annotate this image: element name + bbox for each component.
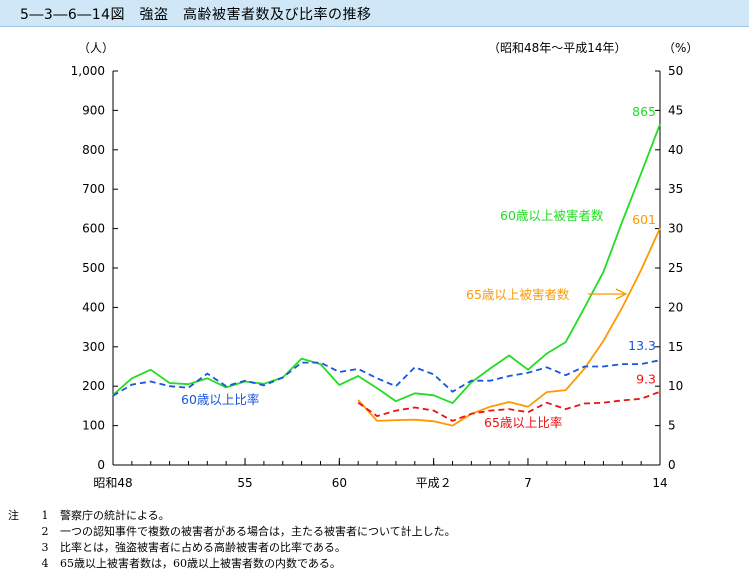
series-name-label: 60歳以上比率 [181,392,259,407]
left-tick-label: 600 [82,222,105,236]
series-end-value: 13.3 [628,338,656,353]
figure-title: 5―3―6―14図 強盗 高齢被害者数及び比率の推移 [20,7,372,23]
left-tick-label: 200 [82,379,105,393]
note-text: 一つの認知事件で複数の被害者がある場合は，主たる被害者について計上した。 [60,525,456,538]
note-number: 3 [41,541,49,554]
x-tick-label: 平成２ [416,476,452,490]
period-note: （昭和48年～平成14年） [488,41,627,55]
series-end-value: 9.3 [636,372,656,387]
note-number: 2 [41,525,49,538]
series-name-label: 65歳以上被害者数 [466,287,570,302]
series-name-label: 65歳以上比率 [484,415,562,430]
left-tick-label: 700 [82,182,105,196]
right-tick-label: 20 [668,300,683,314]
left-tick-label: 500 [82,261,105,275]
left-tick-label: 300 [82,340,105,354]
label-arrow-head [615,288,628,300]
series-name-label: 60歳以上被害者数 [500,208,604,223]
right-tick-label: 40 [668,143,683,157]
note-row: 3 比率とは，強盗被害者に占める高齢被害者の比率である。 [8,540,456,556]
left-tick-label: 400 [82,300,105,314]
left-axis-unit: （人） [78,41,114,55]
series-line [112,359,661,397]
note-text: 比率とは，強盗被害者に占める高齢被害者の比率である。 [60,541,346,554]
note-row: 2 一つの認知事件で複数の被害者がある場合は，主たる被害者について計上した。 [8,524,456,540]
label-layer: 60歳以上被害者数 865 65歳以上被害者数 601 60歳以上比率 13.3 65歳以上… [181,104,656,430]
note-row: 注 1 警察庁の統計による。 [8,508,456,524]
right-tick-label: 30 [668,222,683,236]
right-tick-label: 35 [668,182,683,196]
note-text: 65歳以上被害者数は，60歳以上被害者数の内数である。 [60,557,341,570]
note-row: 4 65歳以上被害者数は，60歳以上被害者数の内数である。 [8,556,456,572]
notes-head: 注 [8,509,19,522]
series-end-value: 865 [632,104,656,119]
note-text: 警察庁の統計による。 [60,509,170,522]
x-tick-label: 14 [652,476,667,490]
left-tick-label: 0 [97,458,105,472]
series-line [357,390,661,422]
series-line [112,123,661,404]
x-tick-label: 7 [524,476,532,490]
right-tick-label: 10 [668,379,683,393]
title-bar: 5―3―6―14図 強盗 高齢被害者数及び比率の推移 [0,0,749,27]
line-chart: 0 100 200 300 400 500 600 700 800 900 1,000 0 5 10 15 2… [71,41,699,490]
notes: 注 1 警察庁の統計による。 2 一つの認知事件で複数の被害者がある場合は，主た… [8,508,456,572]
right-tick-label: 50 [668,64,683,78]
right-tick-label: 5 [668,419,676,433]
left-tick-label: 800 [82,143,105,157]
series-end-value: 601 [632,212,656,227]
left-tick-label: 900 [82,103,105,117]
note-number: 4 [41,557,49,570]
right-tick-label: 45 [668,103,683,117]
series-layer [112,123,661,427]
right-tick-label: 25 [668,261,683,275]
right-tick-label: 0 [668,458,676,472]
left-tick-label: 1,000 [71,64,105,78]
axis-ticks: 0 100 200 300 400 500 600 700 800 900 1,000 0 5 10 15 2… [71,64,684,490]
right-tick-label: 15 [668,340,683,354]
x-tick-label: 60 [332,476,347,490]
x-tick-label: 昭和48 [93,476,132,490]
series-line [357,227,661,427]
left-tick-label: 100 [82,419,105,433]
right-axis-unit: （%） [663,41,698,55]
note-number: 1 [41,509,49,522]
x-tick-label: 55 [237,476,252,490]
